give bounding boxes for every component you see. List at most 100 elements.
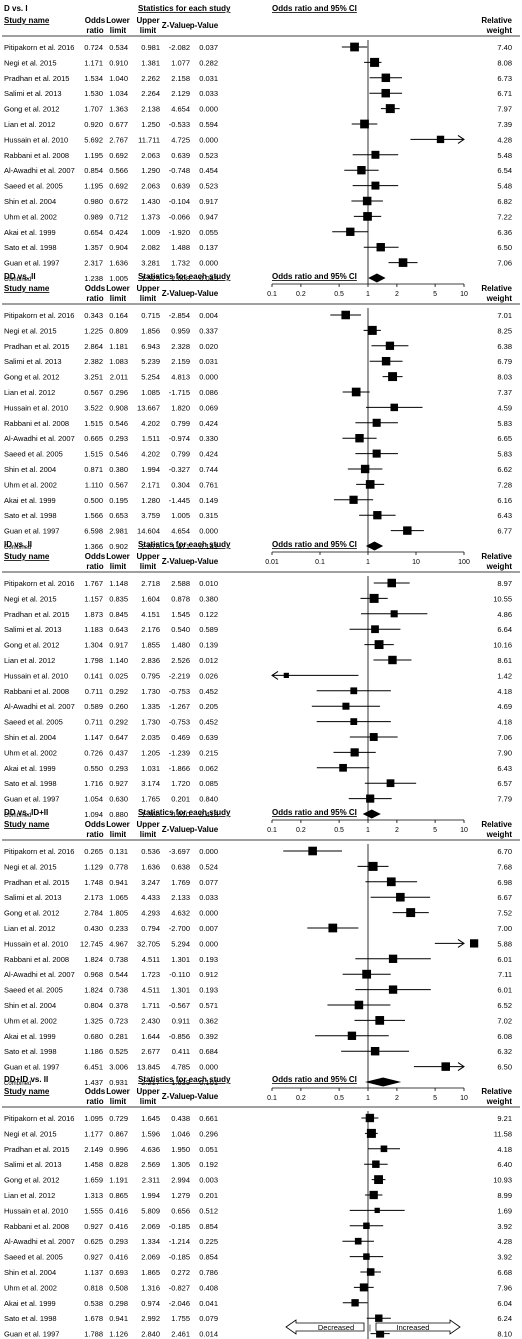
upper-limit-value: 2.718 (141, 579, 160, 588)
study-point-estimate (342, 702, 350, 710)
lower-limit-value: 0.835 (109, 594, 128, 603)
p-value: 0.192 (199, 1160, 218, 1169)
relative-weight-value: 5.48 (497, 151, 512, 160)
relative-weight-value: 7.01 (497, 311, 512, 320)
relative-weight-value: 3.92 (497, 1253, 512, 1262)
x-tick-label: 0.5 (334, 1095, 344, 1102)
study-point-estimate (365, 480, 375, 489)
lower-limit-value: 1.065 (109, 893, 128, 902)
z-value: 4.813 (171, 373, 190, 382)
relative-weight-value: 6.54 (497, 166, 512, 175)
column-header-lower-line2: limit (110, 294, 127, 303)
study-name: Sato et al. 1998 (4, 243, 57, 252)
study-row: Sato et al. 1998 1.357 0.904 2.082 1.488 0.13… (4, 243, 512, 252)
z-value: -0.753 (169, 687, 190, 696)
lower-limit-value: 0.546 (109, 450, 128, 459)
study-name: Negi et al. 2015 (4, 326, 57, 335)
p-value: 0.055 (199, 228, 218, 237)
relative-weight-value: 4.18 (497, 718, 512, 727)
relative-weight-value: 8.08 (497, 58, 512, 67)
lower-limit-value: 0.292 (109, 687, 128, 696)
z-value: -0.185 (169, 1222, 190, 1231)
study-name: Al-Awadhi et al. 2007 (4, 1237, 75, 1246)
odds-ratio-value: 1.767 (84, 579, 103, 588)
relative-weight-value: 7.06 (497, 259, 512, 268)
lower-limit-value: 0.692 (109, 151, 128, 160)
study-row: Akai et al. 1999 0.680 0.281 1.644 -0.856 0.3… (4, 1031, 512, 1041)
stats-group-header: Statistics for each study (138, 4, 231, 13)
study-point-estimate (366, 1268, 375, 1276)
odds-ratio-value: 2.864 (84, 342, 103, 351)
odds-ratio-value: 0.927 (84, 1222, 103, 1231)
z-value: 2.994 (171, 1176, 190, 1185)
effect-direction-legend: Decreased | Increased (285, 1319, 461, 1335)
relative-weight-value: 7.00 (497, 924, 512, 933)
z-value: 4.654 (171, 527, 190, 536)
odds-ratio-value: 1.515 (84, 419, 103, 428)
study-row: Shin et al. 2004 1.137 0.693 1.865 0.272 0.78… (4, 1268, 512, 1277)
study-name: Saeed et al. 2005 (4, 182, 63, 191)
combined-upper-limit: 1.525 (141, 274, 160, 283)
relative-weight-value: 7.22 (497, 212, 512, 221)
p-value: 0.523 (199, 182, 218, 191)
study-name: Lian et al. 2012 (4, 388, 55, 397)
study-row: Saeed et al. 2005 1.515 0.546 4.202 0.799 0.4… (4, 449, 512, 459)
p-value: 0.000 (199, 909, 218, 918)
column-header-upper: Upper (136, 1087, 159, 1096)
study-point-estimate (370, 57, 380, 67)
relative-weight-value: 6.43 (497, 511, 512, 520)
p-value: 0.452 (199, 687, 218, 696)
relative-weight-value: 6.24 (497, 1314, 512, 1323)
study-name: Lian et al. 2012 (4, 1191, 55, 1200)
column-header-p: p-Value (190, 825, 219, 834)
upper-limit-value: 1.636 (141, 862, 160, 871)
combined-upper-limit: 1.360 (141, 810, 160, 819)
combined-effect-diamond (365, 1077, 402, 1087)
upper-limit-value: 1.711 (142, 1001, 160, 1010)
lower-limit-value: 0.630 (109, 795, 128, 804)
odds-ratio-value: 0.920 (84, 120, 103, 129)
study-row: Sato et al. 1998 1.566 0.653 3.759 1.005 0.31… (4, 511, 512, 520)
odds-ratio-value: 1.716 (84, 779, 103, 788)
upper-limit-value: 1.280 (141, 496, 160, 505)
lower-limit-value: 0.534 (109, 43, 128, 52)
odds-ratio-value: 0.854 (84, 166, 103, 175)
z-value: 1.720 (171, 779, 190, 788)
study-row: Uhm et al. 2002 0.989 0.712 1.373 -0.066 0.94… (4, 212, 512, 221)
study-point-estimate (381, 356, 391, 366)
x-tick-label: 5 (433, 827, 437, 834)
study-row: Pradhan et al. 2015 2.149 0.996 4.636 1.950 0… (4, 1145, 512, 1154)
study-name: Pradhan et al. 2015 (4, 74, 69, 83)
p-value: 0.020 (199, 342, 218, 351)
odds-ratio-value: 1.824 (84, 986, 103, 995)
column-header-lower-line2: limit (110, 26, 127, 35)
lower-limit-value: 0.653 (109, 511, 128, 520)
upper-limit-value: 1.381 (141, 58, 160, 67)
z-value: 2.159 (171, 357, 190, 366)
upper-limit-value: 5.254 (141, 373, 160, 382)
study-point-estimate (441, 1062, 450, 1071)
lower-limit-value: 0.292 (109, 718, 128, 727)
study-row: Rabbani et al. 2008 1.824 0.738 4.511 1.301 0… (4, 954, 512, 964)
z-value: 0.638 (171, 862, 190, 871)
study-row: Uhm et al. 2002 1.325 0.723 2.430 0.911 0.362… (4, 1016, 512, 1025)
p-value: 0.000 (199, 259, 218, 268)
p-value: 0.139 (199, 641, 218, 650)
lower-limit-value: 0.293 (109, 764, 128, 773)
study-name: Akai et al. 1999 (4, 764, 56, 773)
p-value: 0.594 (199, 120, 218, 129)
study-point-estimate (385, 341, 395, 350)
x-tick-label: 0.01 (265, 559, 279, 566)
odds-ratio-value: 0.980 (84, 197, 103, 206)
upper-limit-value: 4.433 (141, 893, 160, 902)
relative-weight-value: 7.97 (497, 105, 512, 114)
upper-limit-value: 4.293 (141, 909, 160, 918)
p-value: 0.744 (199, 465, 218, 474)
upper-limit-value: 2.171 (141, 480, 160, 489)
relative-weight-value: 7.96 (497, 1283, 512, 1292)
upper-limit-value: 1.335 (141, 702, 160, 711)
z-value: -3.697 (169, 847, 190, 856)
column-header-or-line2: ratio (86, 1097, 103, 1106)
study-row: Hussain et al. 2010 0.141 0.025 0.795 -2.219… (4, 670, 512, 680)
study-row: Guan et al. 1997 2.317 1.636 3.281 1.732 0.00… (4, 258, 512, 268)
